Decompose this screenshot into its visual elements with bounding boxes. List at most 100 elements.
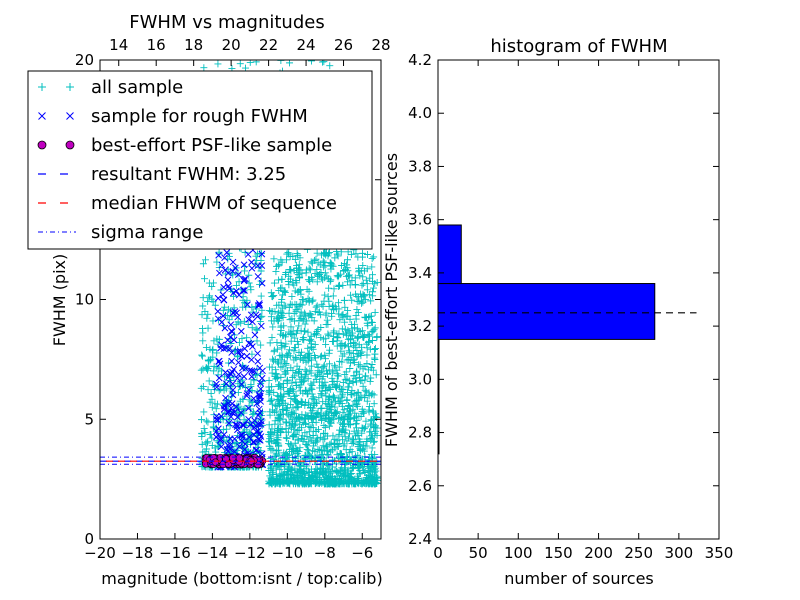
legend-label: sigma range [91,222,203,243]
point-plus [265,383,273,391]
point-plus [287,395,295,403]
point-plus [369,292,377,300]
scatter-xtick-label: −6 [351,544,373,562]
histogram-ytick-label: 3.2 [408,317,432,335]
scatter-ytick-label: 20 [75,51,94,69]
histogram-bar [437,283,656,340]
point-plus [279,406,287,414]
point-plus [199,382,207,390]
point-plus [278,397,286,405]
point-plus [285,250,293,258]
point-plus [283,419,291,427]
histogram-xtick-label: 200 [584,544,613,562]
histogram-ylabel: FWHM of best-effort PSF-like sources [382,153,401,447]
point-plus [369,337,377,345]
point-circle [229,454,237,462]
point-plus [215,335,223,343]
point-plus [313,265,321,273]
point-plus [271,402,279,410]
point-plus [353,346,361,354]
point-plus [349,435,357,443]
point-plus [273,339,281,347]
point-plus [351,320,359,328]
histogram-ytick-label: 2.4 [408,530,432,548]
point-plus [268,333,276,341]
point-plus [265,363,273,371]
point-plus [363,286,371,294]
point-plus [293,362,301,370]
point-plus [252,252,260,260]
point-plus [227,340,235,348]
point-plus [321,291,329,299]
point-plus [363,397,371,405]
point-plus [245,430,253,438]
point-plus [204,418,212,426]
point-plus [348,448,356,456]
point-plus [363,435,371,443]
scatter-top-xtick-label: 28 [371,36,390,54]
point-plus [242,437,250,445]
point-plus [250,376,258,384]
point-plus [306,310,314,318]
point-plus [220,386,228,394]
point-plus [372,410,380,418]
point-plus [214,316,222,324]
point-plus [208,434,216,442]
point-plus [239,405,247,413]
point-plus [239,296,247,304]
point-plus [344,434,352,442]
scatter-top-xtick-label: 22 [259,36,278,54]
point-plus [311,308,319,316]
point-plus [325,349,333,357]
point-plus [329,432,337,440]
legend-label: sample for rough FWHM [91,106,308,127]
point-plus [249,411,257,419]
point-plus [370,400,378,408]
point-plus [311,341,319,349]
scatter-top-xtick-label: 26 [334,36,353,54]
point-plus [307,380,315,388]
scatter-title: FWHM vs magnitudes [129,12,324,33]
point-plus [200,424,208,432]
point-plus [248,324,256,332]
scatter-top-xtick-label: 18 [184,36,203,54]
scatter-ytick-label: 5 [84,410,94,428]
point-plus [317,334,325,342]
scatter-top-xtick-label: 16 [147,36,166,54]
point-plus [329,301,337,309]
histogram-ytick-label: 3.6 [408,211,432,229]
point-plus [305,298,313,306]
scatter-top-xtick-label: 14 [109,36,128,54]
point-plus [344,256,352,264]
point-plus [286,316,294,324]
point-plus [214,400,222,408]
point-plus [206,398,214,406]
point-plus [366,312,374,320]
point-plus [370,253,378,261]
point-plus [311,269,319,277]
point-plus [209,298,217,306]
point-plus [205,377,213,385]
point-plus [298,432,306,440]
point-plus [232,264,240,272]
point-plus [294,340,302,348]
point-plus [296,273,304,281]
point-plus [359,261,367,269]
point-plus [280,358,288,366]
point-plus [368,361,376,369]
point-plus [293,264,301,272]
point-plus [363,265,371,273]
point-plus [199,448,207,456]
point-plus [202,417,210,425]
point-plus [289,373,297,381]
point-plus [199,260,207,268]
point-plus [204,386,212,394]
point-plus [282,340,290,348]
point-plus [208,283,216,291]
point-plus [256,280,264,288]
point-plus [272,268,280,276]
point-plus [269,323,277,331]
histogram-xtick-label: 300 [665,544,694,562]
point-plus [290,387,298,395]
point-plus [347,456,355,464]
